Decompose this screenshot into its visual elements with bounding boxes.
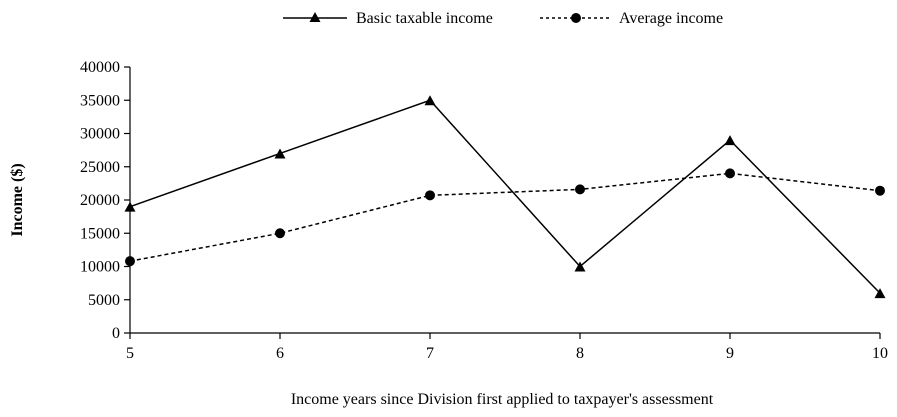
data-point-circle [575, 184, 585, 195]
data-point-circle [125, 256, 135, 267]
series-line-average-income [129, 172, 881, 262]
legend-marker-circle-icon [571, 13, 581, 23]
x-axis-ticks: 5 6 7 8 9 10 [126, 333, 888, 362]
data-point-triangle [124, 201, 136, 212]
data-point-circle [425, 190, 435, 201]
legend-item-average-income: Average income [540, 10, 723, 27]
series-line-basic-taxable-income [129, 99, 881, 294]
series-average-income [125, 168, 885, 267]
y-axis-title: Income ($) [9, 163, 26, 236]
data-point-triangle [274, 148, 286, 159]
y-axis-ticks: 0 5000 10000 15000 20000 25000 30000 35000 40000 [80, 59, 130, 342]
data-point-triangle [874, 288, 886, 299]
x-axis-title: Income years since Division first applie… [291, 391, 714, 408]
y-tick-label: 15000 [80, 225, 120, 242]
data-point-triangle [724, 135, 736, 146]
y-tick-label: 35000 [80, 92, 120, 109]
legend-item-basic-taxable-income: Basic taxable income [283, 10, 493, 27]
y-tick-label: 25000 [80, 159, 120, 176]
x-tick-label: 9 [726, 345, 734, 362]
x-tick-label: 7 [426, 345, 434, 362]
data-point-circle [275, 228, 285, 239]
series-layer [124, 95, 886, 299]
legend-label-average-income: Average income [619, 10, 723, 27]
y-tick-label: 20000 [80, 192, 120, 209]
y-tick-label: 40000 [80, 59, 120, 76]
data-point-circle [725, 168, 735, 179]
data-point-triangle [424, 95, 436, 106]
legend-marker-triangle-icon [309, 12, 321, 22]
x-tick-label: 8 [576, 345, 584, 362]
x-tick-label: 5 [126, 345, 134, 362]
y-tick-label: 30000 [80, 126, 120, 143]
data-point-circle [875, 185, 885, 196]
legend-label-basic-taxable-income: Basic taxable income [356, 10, 493, 27]
y-tick-label: 5000 [88, 292, 120, 309]
x-tick-label: 10 [872, 345, 888, 362]
data-point-triangle [574, 261, 586, 272]
y-tick-label: 0 [112, 325, 120, 342]
series-basic-taxable-income [124, 95, 886, 299]
y-tick-label: 10000 [80, 259, 120, 276]
legend: Basic taxable income Average income [283, 10, 723, 27]
x-tick-label: 6 [276, 345, 284, 362]
